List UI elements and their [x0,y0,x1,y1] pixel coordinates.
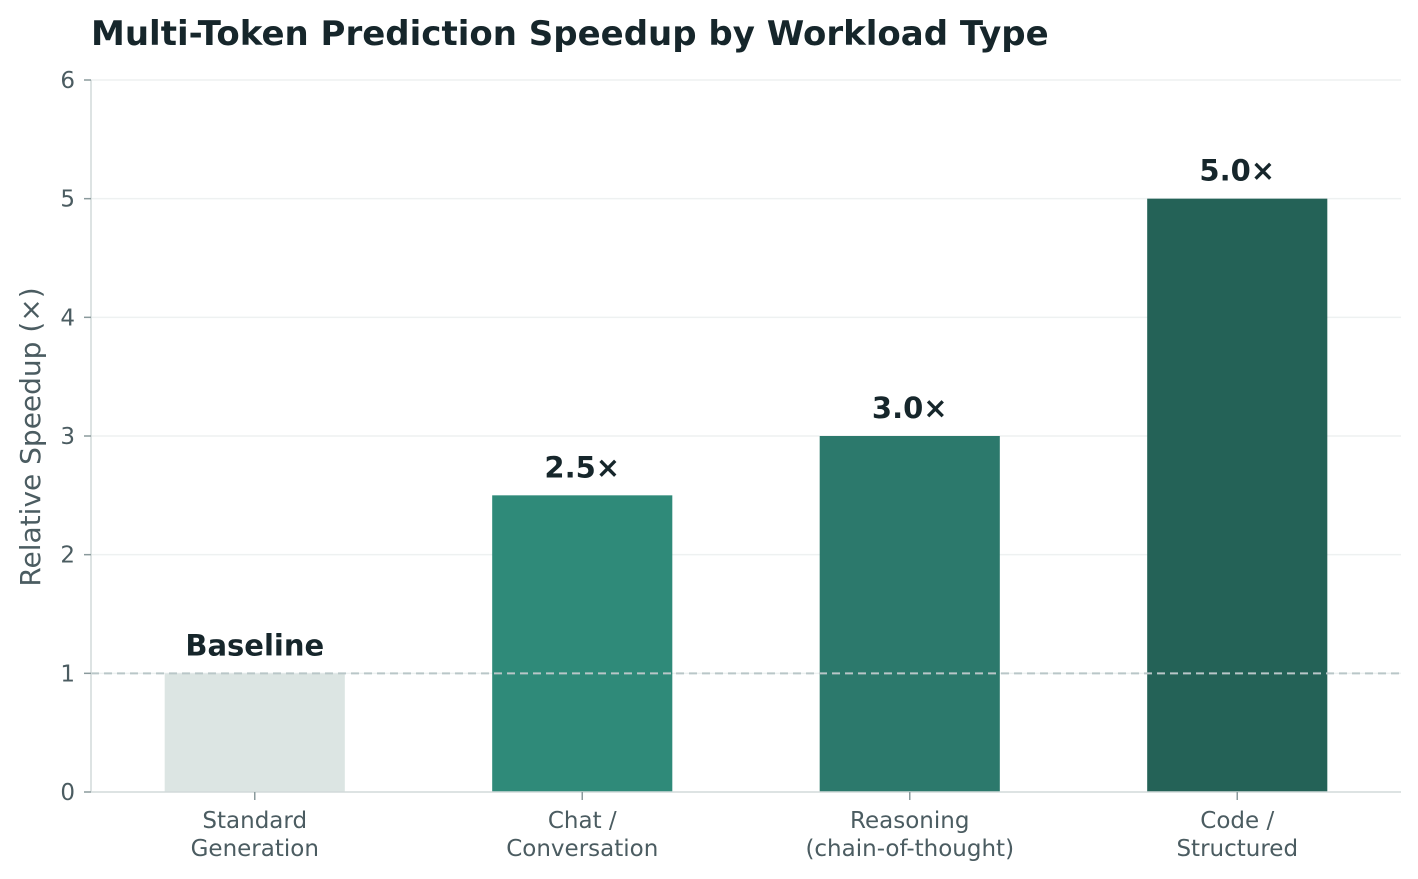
y-tick-label: 1 [60,661,75,687]
bar [819,436,1000,792]
y-tick-label: 3 [60,424,75,450]
y-axis-label: Relative Speedup (×) [14,287,47,586]
bar-data-label: 3.0× [872,391,948,425]
y-tick-label: 0 [60,780,75,806]
y-axis-ticks: 0 1 2 3 4 5 6 [60,68,91,806]
bar-data-label: Baseline [185,628,324,662]
bar-data-label: 2.5× [544,450,620,484]
bars [164,198,1328,792]
bar [1147,198,1328,792]
x-tick-label: Standard Generation [191,808,319,862]
y-tick-label: 5 [60,187,75,213]
bar-value-labels: Baseline 2.5× 3.0× 5.0× [185,154,1275,663]
x-tick-label: Chat / Conversation [506,808,658,862]
bar [492,495,673,792]
y-tick-label: 2 [60,543,75,569]
x-tick-label: Reasoning (chain-of-thought) [805,808,1014,862]
x-axis-ticks: Standard Generation Chat / Conversation Reas… [191,792,1298,862]
chart-title: Multi-Token Prediction Speedup by Worklo… [91,14,1049,54]
bar [164,673,345,792]
x-tick-label: Code / Structured [1176,808,1298,862]
y-tick-label: 6 [60,68,75,94]
y-tick-label: 4 [60,305,75,331]
bar-data-label: 5.0× [1199,154,1275,188]
